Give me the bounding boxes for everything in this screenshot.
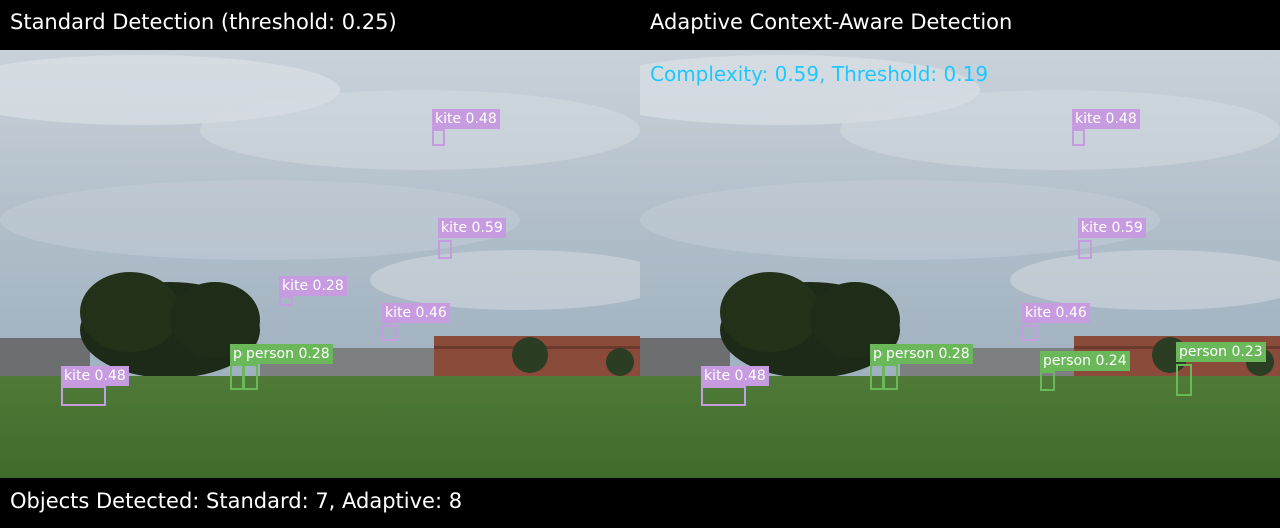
detection-label: kite 0.46	[1022, 303, 1090, 323]
kite-bounding-box	[1072, 129, 1085, 146]
detection-label: person 0.28	[243, 344, 333, 364]
kite-bounding-box	[1078, 240, 1092, 259]
detection-label: kite 0.59	[438, 218, 506, 238]
detection-label: pe	[230, 344, 243, 364]
objects-detected-summary: Objects Detected: Standard: 7, Adaptive:…	[10, 489, 463, 513]
footer-bar: Objects Detected: Standard: 7, Adaptive:…	[0, 478, 1280, 528]
kite-bounding-box	[1022, 325, 1038, 341]
field-scene-image	[0, 50, 640, 478]
detection-label: kite 0.48	[701, 366, 769, 386]
detection-label: person 0.28	[883, 344, 973, 364]
field-scene-image	[640, 50, 1280, 478]
kite-bounding-box	[432, 129, 445, 146]
detection-label: kite 0.28	[279, 276, 347, 296]
header-bar: Standard Detection (threshold: 0.25) Ada…	[0, 0, 1280, 50]
adaptive-detection-panel: Complexity: 0.59, Threshold: 0.19 kite 0…	[640, 50, 1280, 478]
kite-bounding-box	[382, 325, 398, 341]
person-bounding-box	[243, 364, 258, 390]
detection-label: person 0.24	[1040, 351, 1130, 371]
kite-bounding-box	[61, 386, 106, 406]
person-bounding-box	[1040, 371, 1055, 391]
complexity-threshold-readout: Complexity: 0.59, Threshold: 0.19	[650, 62, 989, 86]
detection-label: kite 0.59	[1078, 218, 1146, 238]
person-bounding-box	[1176, 364, 1192, 396]
kite-bounding-box	[438, 240, 452, 259]
detection-label: person 0.23	[1176, 342, 1266, 362]
detection-label: kite 0.48	[61, 366, 129, 386]
kite-bounding-box	[701, 386, 746, 406]
person-bounding-box	[883, 364, 898, 390]
person-bounding-box	[870, 364, 884, 390]
detection-label: kite 0.48	[432, 109, 500, 129]
detection-label: kite 0.48	[1072, 109, 1140, 129]
kite-bounding-box	[279, 296, 293, 306]
adaptive-detection-title: Adaptive Context-Aware Detection	[650, 10, 1013, 34]
person-bounding-box	[230, 364, 244, 390]
detection-label: pe	[870, 344, 883, 364]
standard-detection-title: Standard Detection (threshold: 0.25)	[10, 10, 397, 34]
standard-detection-panel: kite 0.48 kite 0.59 kite 0.28 kite 0.46 …	[0, 50, 640, 478]
detection-label: kite 0.46	[382, 303, 450, 323]
